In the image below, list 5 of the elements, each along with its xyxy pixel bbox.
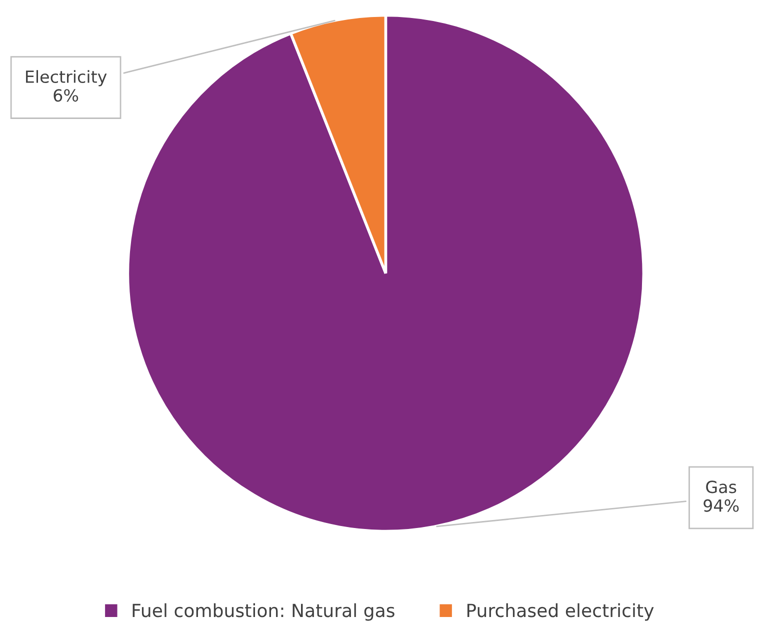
legend-label: Fuel combustion: Natural gas bbox=[132, 603, 394, 621]
legend-label: Purchased electricity bbox=[467, 603, 654, 621]
data-label: Electricity 6% bbox=[26, 70, 107, 102]
pie-slice bbox=[126, 14, 646, 533]
data-label: Gas 94% bbox=[704, 480, 739, 512]
